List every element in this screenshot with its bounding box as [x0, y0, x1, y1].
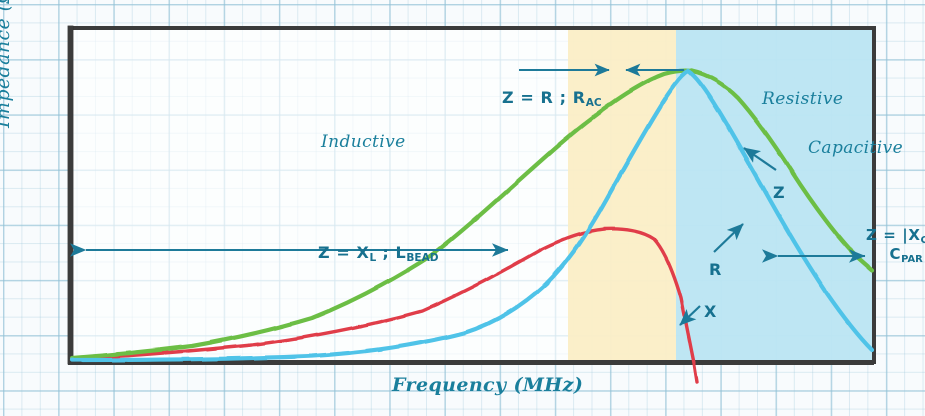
arrow-to-Z-curve [743, 147, 777, 171]
formula-peak-main: Z = R ; R [502, 88, 586, 107]
annotation-arrow-layer [70, 63, 866, 326]
y-axis-label: Impedance (Ω) [0, 0, 14, 128]
formula-inductive-b: ; L [376, 243, 407, 262]
plot-frame-left [68, 26, 73, 364]
curve-label-z: Z [773, 183, 785, 202]
formula-capacitive-a: Z = |X [866, 226, 921, 244]
plot-frame-top [68, 26, 874, 30]
formula-capacitive-c: C [889, 245, 902, 264]
curve-layer [69, 68, 875, 384]
formula-inductive-sub-a: L [369, 251, 377, 264]
series-path-Z [69, 68, 875, 361]
plot-frame-bottom [68, 360, 874, 365]
region-band-resistive [568, 30, 676, 360]
curve-label-x: X [704, 302, 717, 321]
formula-inductive-sub-b: BEAD [406, 251, 439, 264]
series-path-X [70, 227, 699, 384]
region-band-capacitive [676, 30, 872, 360]
formula-inductive-a: Z = X [318, 243, 370, 262]
plot-frame-right [872, 26, 876, 364]
arrow-to-X-curve [679, 305, 701, 326]
formula-inductive: Z = XL ; LBEAD [318, 243, 439, 264]
formula-capacitive: Z = |XC| ; CPAR [866, 226, 925, 265]
series-path-R [69, 68, 875, 363]
formula-capacitive-sub-a: C [920, 234, 925, 246]
arrow-to-R-curve [713, 223, 744, 253]
formula-peak-subscript: AC [585, 96, 602, 109]
x-axis-label: Frequency (MHz) [392, 374, 584, 396]
region-label-inductive: Inductive [321, 132, 406, 152]
formula-peak-resistance: Z = R ; RAC [502, 88, 602, 109]
impedance-chart: Inductive Resistive Capacitive Z = R ; R… [68, 26, 925, 384]
curve-label-r: R [709, 260, 722, 279]
region-label-capacitive: Capacitive [808, 138, 904, 158]
region-label-resistive: Resistive [762, 89, 844, 109]
formula-capacitive-sub-c: PAR [901, 253, 923, 265]
